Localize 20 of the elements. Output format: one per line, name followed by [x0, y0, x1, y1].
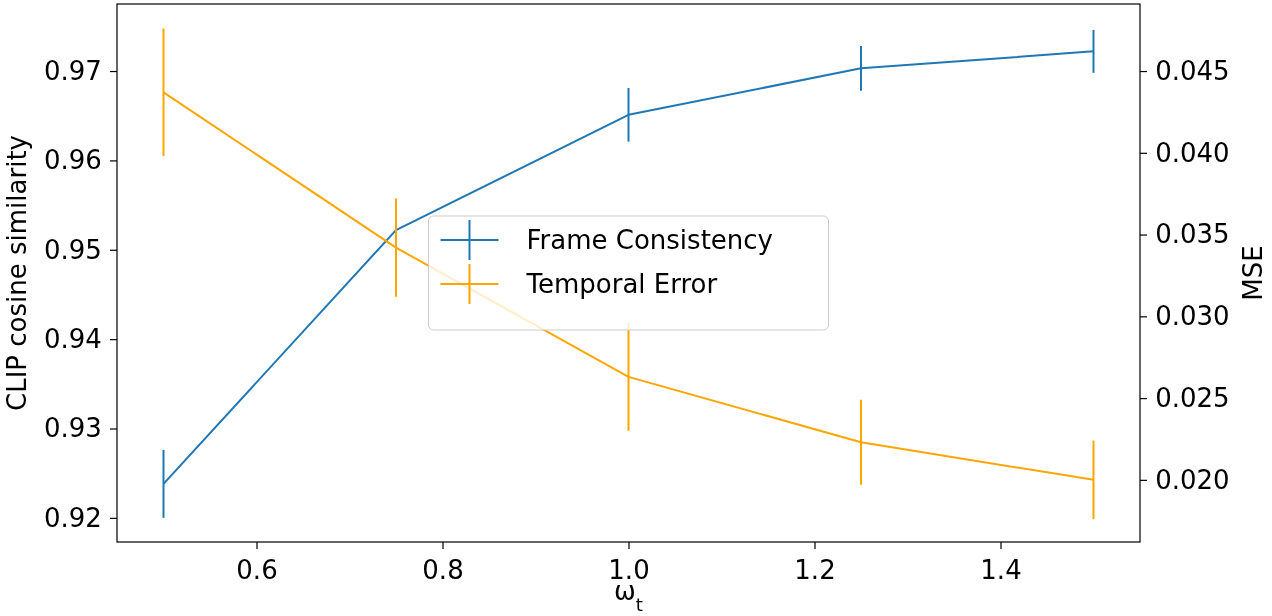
y-tick-label: 0.96 [43, 145, 102, 176]
y-axis-title: CLIP cosine similarity [2, 135, 32, 411]
y2-tick-label: 0.020 [1155, 464, 1230, 495]
y2-tick-label: 0.030 [1155, 301, 1230, 332]
legend-label: Temporal Error [525, 269, 718, 299]
y-tick-label: 0.92 [43, 502, 102, 533]
y2-tick-label: 0.035 [1155, 219, 1230, 250]
x-tick-label: 0.8 [422, 555, 464, 586]
y2-tick-label: 0.040 [1155, 137, 1230, 168]
x-tick-label: 1.4 [980, 555, 1022, 586]
x-tick-label: 0.6 [236, 555, 278, 586]
y2-tick-label: 0.025 [1155, 382, 1230, 413]
y2-axis-title: MSE [1238, 245, 1268, 301]
y-tick-label: 0.95 [43, 234, 102, 265]
y-tick-label: 0.97 [43, 55, 102, 86]
x-tick-label: 1.2 [794, 555, 836, 586]
y2-tick-label: 0.045 [1155, 55, 1230, 86]
y-tick-label: 0.93 [43, 413, 102, 444]
legend-label: Frame Consistency [526, 225, 773, 255]
y-tick-label: 0.94 [43, 323, 102, 354]
